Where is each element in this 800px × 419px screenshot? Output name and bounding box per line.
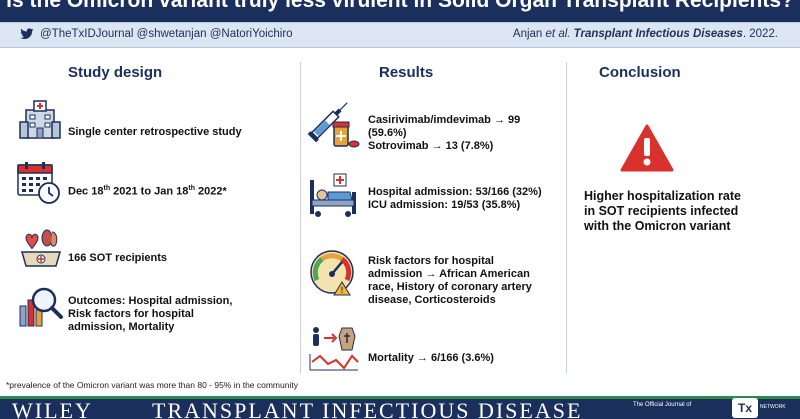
- warning-icon: [620, 124, 674, 172]
- organ-transplant-icon: [21, 229, 61, 267]
- treatment-line-1: Casirivimab/imdevimab → 99: [368, 114, 521, 126]
- study-design-heading: Study design: [68, 64, 163, 81]
- period-start: Dec 18: [68, 185, 104, 198]
- citation-year: . 2022.: [742, 28, 778, 40]
- footer-bar: WILEY TRANSPLANT INFECTIOUS DISEASE The …: [0, 396, 800, 419]
- conclusion-heading: Conclusion: [599, 64, 681, 81]
- outcomes-text: Outcomes: Hospital admission, Risk facto…: [68, 295, 232, 334]
- study-period-text: Dec 18th 2021 to Jan 18th 2022*: [68, 182, 227, 199]
- journal-name: TRANSPLANT INFECTIOUS DISEASE: [152, 398, 583, 419]
- outcomes-line-3: admission, Mortality: [68, 321, 175, 333]
- footer-accent-line: [0, 396, 800, 399]
- citation-etal: et al.: [545, 28, 571, 40]
- publisher-logo: WILEY: [12, 398, 93, 419]
- citation-authors: Anjan: [512, 28, 543, 40]
- period-end-suffix: th: [188, 185, 195, 192]
- column-divider: [300, 62, 301, 374]
- mortality-trend-icon: [309, 327, 359, 371]
- results-heading: Results: [379, 64, 434, 81]
- outcomes-line-2: Risk factors for hospital: [68, 308, 194, 320]
- social-citation-bar: @TheTxIDJournal @shwetanjan @NatoriYoich…: [0, 22, 800, 48]
- risk-factors-text: Risk factors for hospital admission → Af…: [368, 255, 532, 307]
- conclusion-line-3: with the Omicron variant: [584, 219, 731, 233]
- magnifier-chart-icon: [19, 287, 63, 327]
- risk-line-4: disease, Corticosteroids: [368, 294, 496, 306]
- treatment-line-2: (59.6%): [368, 127, 407, 139]
- period-start-suffix: th: [103, 185, 111, 192]
- sample-size-text: 166 SOT recipients: [68, 252, 168, 264]
- treatment-line-3: Sotrovimab → 13 (7.8%): [368, 140, 494, 152]
- admission-line-1: Hospital admission: 53/166 (32%): [368, 186, 542, 198]
- risk-line-1: Risk factors for hospital: [368, 255, 494, 267]
- citation: Anjan et al. Transplant Infectious Disea…: [513, 28, 778, 40]
- treatment-text: Casirivimab/imdevimab → 99 (59.6%) Sotro…: [368, 114, 520, 153]
- svg-text:!: !: [341, 286, 344, 295]
- network-label: NETWORK: [760, 404, 786, 410]
- study-type-text: Single center retrospective study: [68, 126, 242, 138]
- footnote: *prevalence of the Omicron variant was m…: [6, 380, 298, 390]
- conclusion-text: Higher hospitalization rate in SOT recip…: [584, 189, 741, 234]
- syringe-medication-icon: [307, 102, 360, 148]
- hospital-bed-icon: [310, 173, 356, 217]
- official-journal-label: The Official Journal of: [633, 402, 692, 408]
- citation-journal: Transplant Infectious Diseases: [573, 28, 743, 40]
- mortality-text: Mortality → 6/166 (3.6%): [368, 352, 494, 364]
- outcomes-line-1: Outcomes: Hospital admission,: [68, 295, 233, 307]
- admission-text: Hospital admission: 53/166 (32%) ICU adm…: [368, 186, 542, 212]
- handles-text: @TheTxIDJournal @shwetanjan @NatoriYoich…: [40, 28, 293, 40]
- period-middle: 2021 to Jan 18: [110, 185, 189, 198]
- column-divider: [566, 62, 567, 374]
- admission-line-2: ICU admission: 19/53 (35.8%): [368, 199, 521, 211]
- social-handles: @TheTxIDJournal @shwetanjan @NatoriYoich…: [20, 28, 293, 40]
- page-title: Is the Omicron variant truly less virule…: [6, 0, 794, 12]
- hospital-icon: [19, 100, 61, 139]
- risk-gauge-icon: !: [310, 250, 354, 296]
- conclusion-line-1: Higher hospitalization rate: [584, 189, 741, 203]
- risk-line-2: admission → African American: [368, 268, 530, 280]
- title-bar: Is the Omicron variant truly less virule…: [0, 0, 800, 22]
- conclusion-line-2: in SOT recipients infected: [584, 204, 739, 218]
- twitter-icon: [20, 28, 34, 39]
- calendar-icon: [17, 162, 60, 204]
- period-end: 2022*: [194, 185, 227, 198]
- tx-network-logo: Tx: [732, 398, 758, 418]
- risk-line-3: race, History of coronary artery: [368, 281, 532, 293]
